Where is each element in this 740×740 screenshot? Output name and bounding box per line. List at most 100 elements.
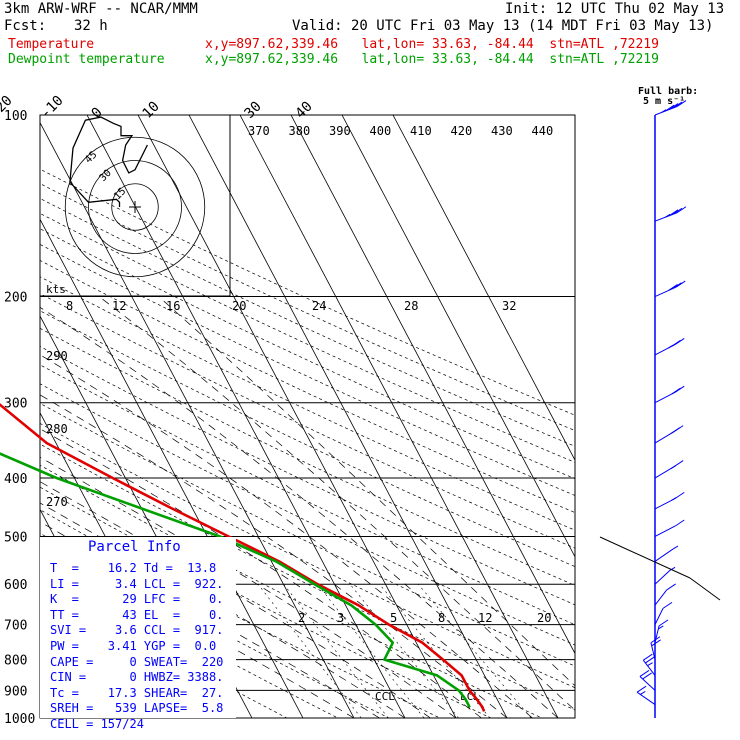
wind-barb-feather [668, 103, 679, 111]
wind-barb-feather [676, 206, 687, 214]
parcel-info-row: CIN = 0 HWBZ= 3388. [50, 670, 224, 685]
theta-label: 430 [491, 124, 513, 138]
isotherm-line [341, 115, 575, 558]
pressure-label: 600 [4, 578, 27, 593]
mixing-ratio-label: 20 [537, 611, 551, 625]
wind-barb-half-feather [670, 465, 676, 470]
pressure-label: 1000 [4, 712, 35, 727]
moist-adiabat [40, 521, 380, 718]
mixing-ratio-line [418, 584, 532, 718]
parcel-info-row: LI = 3.4 LCL = 922. [50, 576, 224, 591]
isotherm-label: -10 [38, 93, 67, 122]
wind-speed-label: 24 [312, 299, 326, 313]
dry-adiabat [40, 244, 575, 496]
moist-adiabat [40, 394, 508, 718]
wind-barb-staff [654, 569, 671, 585]
theta-label: 370 [248, 124, 270, 138]
hodograph-ring-label: 45 [83, 150, 99, 166]
hodograph-ring [88, 160, 182, 254]
wind-barb-feather [672, 207, 683, 215]
isotherm-line [137, 115, 457, 718]
hodograph-ring [64, 136, 206, 278]
wind-barb-feather [666, 583, 676, 591]
wind-barb-feather [676, 100, 687, 107]
mixing-ratio-line [349, 584, 459, 718]
isotherm-line [239, 115, 559, 718]
wind-barb-feather [658, 619, 669, 627]
wind-barb-feather [668, 209, 679, 217]
wind-barb-feather [668, 284, 678, 291]
wind-speed-label: 8 [66, 299, 73, 313]
wind-barb-feather [662, 601, 673, 609]
wind-barb-half-feather [640, 691, 646, 695]
dry-adiabat [40, 259, 575, 513]
wind-barb-feather [672, 282, 682, 290]
isotherm-line [86, 115, 406, 718]
dry-adiabat [40, 310, 575, 568]
pressure-label: 700 [4, 619, 27, 634]
isotherm-line [188, 115, 508, 718]
dry-adiabat [40, 364, 575, 626]
parcel-info-backdrop [40, 537, 236, 718]
model-title: 3km ARW-WRF -- NCAR/MMM [4, 1, 198, 17]
mixing-ratio-line [257, 584, 362, 718]
ccl-marker-label: CCL [375, 690, 395, 703]
dry-adiabat [40, 402, 575, 667]
dry-adiabat [40, 228, 575, 480]
wind-speed-label: 12 [112, 299, 126, 313]
wind-barb-feather [672, 101, 683, 109]
theta-label: 420 [451, 124, 473, 138]
theta-label: 390 [329, 124, 351, 138]
wind-barb-half-feather [647, 662, 653, 667]
temperature-location: x,y=897.62,339.46 lat,lon= 33.63, -84.44… [205, 37, 659, 52]
wind-barb-feather [645, 656, 655, 664]
wind-barb-feather [664, 104, 675, 112]
wind-barb-staff [639, 676, 656, 691]
wind-barb-half-feather [660, 109, 667, 114]
parcel-info-row: SREH = 539 LAPSE= 5.8 [50, 701, 224, 716]
mixing-ratio-label: 2 [298, 611, 305, 625]
parcel-info-row: PW = 3.41 YGP = 0.0 [50, 639, 217, 653]
theta-label: 440 [532, 124, 554, 138]
mixing-ratio-label: 3 [337, 611, 344, 625]
wind-profile-bracket [689, 577, 721, 601]
wind-profile-bracket [599, 536, 691, 579]
forecast-hour: 32 h [74, 18, 108, 34]
isotherm-label: 40 [293, 99, 316, 122]
pressure-label: 900 [4, 684, 27, 699]
dewpoint-legend-label: Dewpoint temperature [8, 52, 165, 67]
dry-adiabat [40, 345, 575, 606]
dry-adiabat [40, 556, 339, 718]
dewpoint-line [0, 452, 471, 708]
parcel-info-row: Tc = 17.3 SHEAR= 27. [50, 685, 224, 700]
wind-barb-staff [654, 548, 674, 562]
mixing-ratio-label: 12 [478, 611, 492, 625]
wind-speed-label: 32 [502, 299, 516, 313]
init-time: Init: 12 UTC Thu 02 May 13 [505, 1, 725, 17]
temperature-legend-label: Temperature [8, 37, 95, 52]
forecast-label: Fcst: [4, 18, 47, 34]
wind-barb-feather [650, 636, 661, 644]
wind-barb-feather [671, 339, 681, 347]
parcel-info-row: T = 16.2 Td = 13.8 [50, 561, 217, 575]
wind-barb-feather [674, 519, 685, 527]
theta-label: 270 [46, 495, 68, 509]
wind-barb-feather [670, 427, 680, 435]
isotherm-line [290, 115, 575, 655]
mixing-ratio-label: 5 [390, 611, 397, 625]
dry-adiabat [40, 443, 575, 711]
wind-barb-feather [674, 491, 685, 499]
wind-barb-half-feather [671, 496, 677, 501]
pressure-label: 800 [4, 654, 27, 669]
wind-barb-staff [654, 525, 676, 537]
hodograph-trace [69, 116, 148, 207]
parcel-info-row: TT = 43 EL = 0. [50, 607, 224, 622]
pressure-label: 200 [4, 291, 27, 306]
valid-time: Valid: 20 UTC Fri 03 May 13 (14 MDT Fri … [292, 18, 714, 34]
parcel-info-row: K = 29 LFC = 0. [50, 592, 224, 607]
parcel-info-row: CELL = 157/24 [50, 717, 144, 731]
isotherm-line [40, 218, 304, 718]
pressure-label: 300 [4, 397, 27, 412]
isotherm-label: 10 [140, 99, 163, 122]
